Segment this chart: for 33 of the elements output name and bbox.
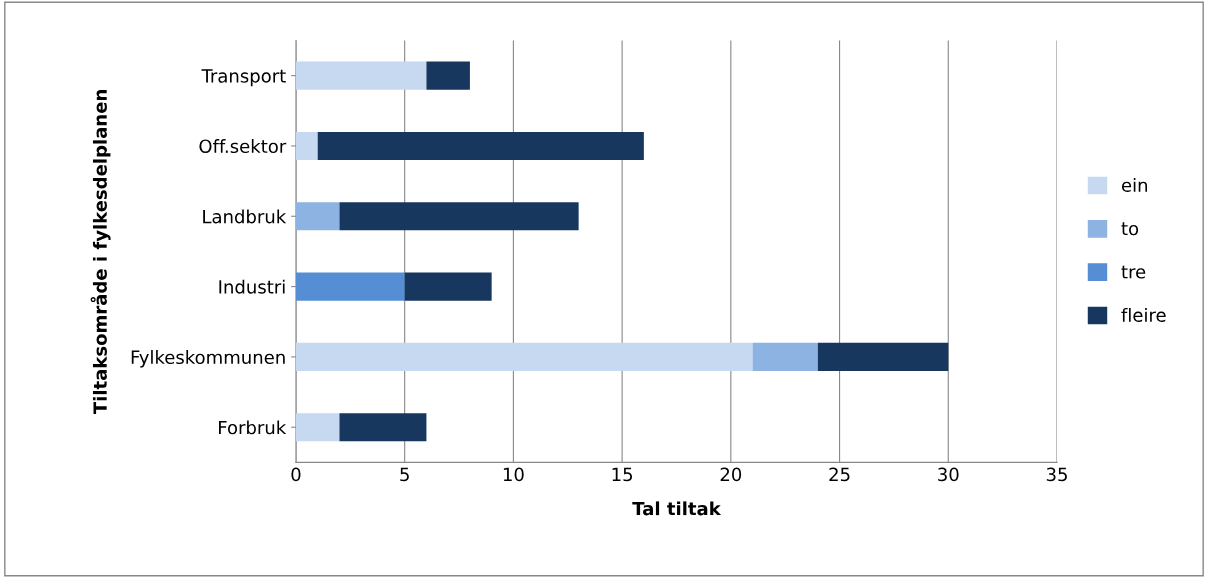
bar (295, 413, 340, 442)
x-tick-label: 35 (1046, 467, 1067, 482)
legend-label: ein (1121, 178, 1148, 192)
x-axis-title: Tal tiltak (632, 501, 722, 516)
bar (339, 202, 579, 231)
y-tick-label: Forbruk (219, 420, 287, 435)
bar (295, 61, 427, 90)
bar (339, 413, 427, 442)
legend-label: to (1121, 222, 1139, 236)
y-tick-label: Fylkeskommunen (131, 350, 285, 368)
bar (426, 61, 470, 90)
bar (295, 342, 753, 371)
y-tick-label: Landbruk (203, 209, 287, 224)
bar (295, 131, 318, 161)
x-tick-label: 10 (503, 467, 524, 482)
x-tick-label: 30 (938, 467, 959, 482)
y-tick-label: Industri (219, 279, 285, 294)
y-tick-label: Off.sektor (199, 139, 287, 154)
bar (317, 131, 644, 161)
x-tick-label: 0 (291, 467, 301, 482)
bar (295, 202, 340, 231)
bar (817, 342, 949, 371)
legend-label: fleire (1121, 307, 1166, 322)
x-tick-label: 25 (829, 467, 850, 482)
x-tick-label: 20 (720, 467, 742, 482)
y-tick-label: Transport (201, 69, 286, 87)
x-tick-label: 5 (400, 467, 409, 482)
x-tick-label: 15 (612, 467, 633, 482)
legend-label: tre (1121, 265, 1146, 279)
y-axis-title: Tiltaksområde i fylkesdelplanen (90, 90, 111, 415)
bar (404, 272, 492, 301)
bar (752, 342, 818, 371)
bar (295, 272, 405, 301)
